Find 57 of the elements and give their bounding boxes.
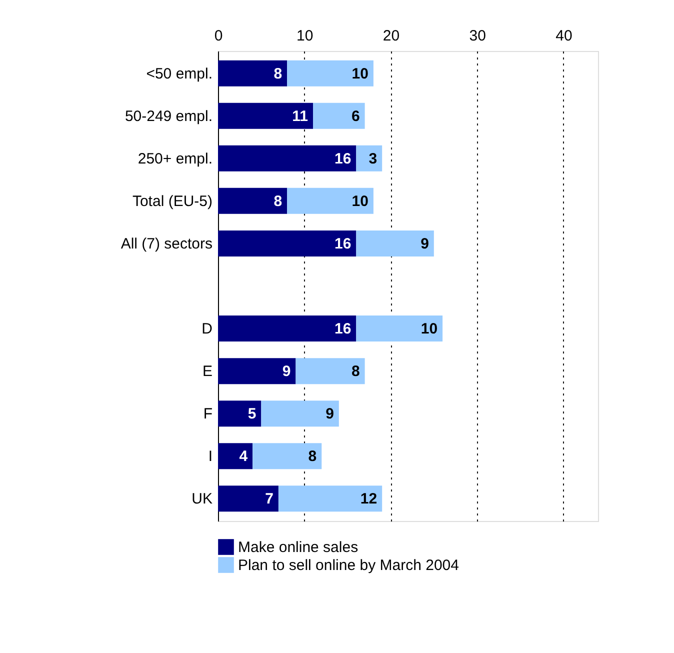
data-label: 8 (274, 65, 282, 82)
bar (218, 358, 296, 384)
data-label: 4 (239, 448, 248, 466)
bar (356, 316, 443, 342)
x-tick-label: 30 (469, 28, 486, 44)
data-label: 8 (351, 363, 360, 380)
legend-label: Plan to sell online by March 2004 (238, 557, 459, 574)
bar (356, 230, 434, 256)
bar (356, 145, 382, 172)
data-label: 3 (368, 150, 378, 168)
y-tick-label: E (202, 363, 212, 380)
bar (218, 400, 262, 427)
data-label: 9 (282, 363, 291, 380)
bar (218, 486, 278, 512)
y-tick-label: F (203, 406, 212, 423)
data-label: 10 (352, 192, 368, 210)
bar (218, 145, 356, 172)
data-label: 6 (351, 108, 360, 125)
bar (218, 60, 288, 86)
bar (218, 230, 356, 256)
bar (218, 102, 313, 129)
y-tick-label: D (202, 320, 213, 338)
x-tick-label: 40 (556, 28, 572, 44)
y-tick-label: <50 empl. (146, 65, 212, 82)
data-label: 11 (292, 108, 308, 125)
data-label: 8 (308, 448, 317, 466)
x-tick-label: 0 (214, 28, 223, 44)
y-tick-label: UK (192, 490, 212, 508)
data-label: 16 (334, 235, 352, 252)
data-label: 10 (420, 320, 438, 338)
data-label: 8 (274, 192, 282, 210)
y-tick-label: Total (EU-5) (132, 192, 212, 210)
data-label: 10 (352, 65, 368, 82)
x-tick-label: 20 (382, 28, 400, 44)
data-label: 9 (420, 235, 429, 252)
data-label: 7 (265, 490, 274, 508)
data-label: 16 (334, 320, 352, 338)
bar (287, 60, 374, 86)
y-tick-label: 50-249 empl. (124, 108, 212, 125)
bar (287, 188, 374, 214)
bar (261, 400, 339, 427)
x-tick-label: 10 (296, 28, 314, 44)
y-tick-label: All (7) sectors (120, 235, 212, 252)
bar (278, 486, 382, 512)
data-label: 12 (360, 490, 378, 508)
bar (252, 443, 322, 470)
bar (218, 188, 288, 214)
data-label: 5 (248, 406, 256, 423)
bar (296, 358, 365, 384)
bar (218, 443, 253, 470)
bar (218, 316, 356, 342)
y-tick-label: I (208, 448, 212, 466)
y-tick-label: 250+ empl. (138, 150, 212, 168)
bar (313, 102, 365, 129)
data-label: 9 (326, 406, 334, 423)
legend-label: Make online sales (238, 539, 358, 556)
data-label: 16 (334, 150, 352, 168)
